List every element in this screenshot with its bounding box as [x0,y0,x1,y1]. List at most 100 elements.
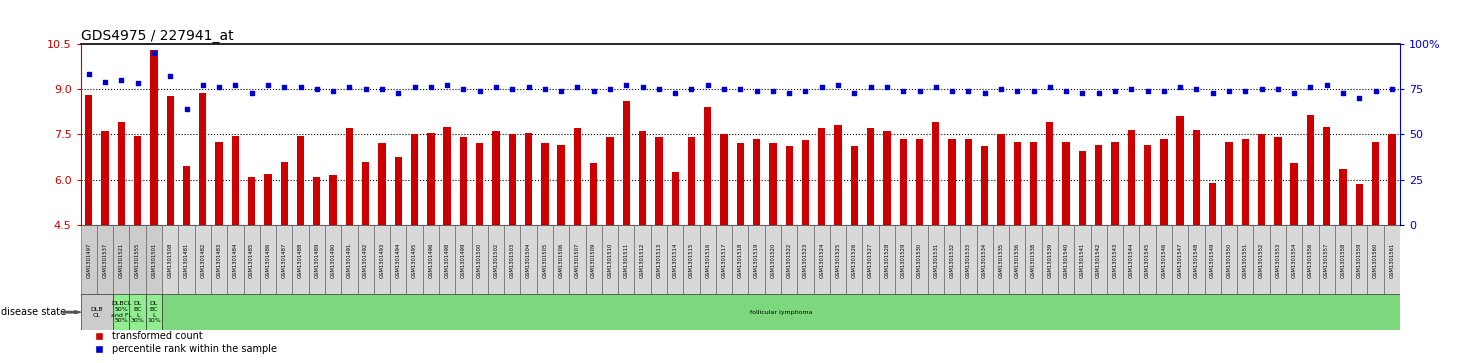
Bar [949,139,956,225]
Bar [113,225,129,296]
Point [1168,84,1192,90]
Text: GSM1301548: GSM1301548 [1193,243,1199,278]
Point [484,84,507,90]
Point [110,77,133,83]
Point [811,84,834,90]
Bar [1253,225,1270,296]
Text: GSM1301509: GSM1301509 [591,243,597,278]
Point [745,88,768,94]
Point [712,86,736,92]
Bar [199,94,207,225]
Text: GSM1301488: GSM1301488 [298,243,303,278]
Text: GSM1301537: GSM1301537 [103,243,107,278]
Bar [862,225,878,296]
Bar [472,225,488,296]
Point [500,86,523,92]
Point [94,79,117,85]
Bar [410,134,418,225]
Text: GSM1301511: GSM1301511 [625,243,629,278]
Text: GSM1301496: GSM1301496 [428,243,434,278]
Text: GSM1301492: GSM1301492 [364,243,368,278]
Bar [699,225,715,296]
Point [1086,90,1110,95]
Text: GSM1301526: GSM1301526 [852,243,856,278]
Point [534,86,557,92]
Text: GSM1301487: GSM1301487 [281,243,287,278]
Bar [965,139,972,225]
Text: DL
BC
L
30%: DL BC L 30% [130,301,145,323]
Text: GSM1301531: GSM1301531 [934,243,938,278]
Point [321,88,345,94]
Point [1299,84,1322,90]
Point [924,84,947,90]
Bar [715,225,732,296]
Point [387,90,410,95]
Bar [179,225,195,296]
Bar [378,143,386,225]
Bar [603,225,619,296]
Bar [183,166,191,225]
Bar [655,137,663,225]
Bar [1242,139,1249,225]
Text: GSM1301514: GSM1301514 [673,243,677,278]
Bar [1079,151,1086,225]
Text: GSM1301494: GSM1301494 [396,243,400,278]
Text: GSM1301523: GSM1301523 [803,243,808,278]
Bar [81,225,97,296]
Bar [1340,169,1347,225]
Text: GSM1301495: GSM1301495 [412,243,416,278]
Point [240,90,264,95]
Bar [569,225,585,296]
Point [1233,88,1256,94]
Text: GSM1301560: GSM1301560 [1374,243,1378,278]
Text: GSM1301550: GSM1301550 [1227,243,1231,278]
Bar [443,127,452,225]
Bar [981,146,988,225]
Point [78,72,101,77]
Bar [557,145,564,225]
Text: GSM1301539: GSM1301539 [1047,243,1053,278]
Bar [276,225,292,296]
Text: GSM1301547: GSM1301547 [1177,243,1183,278]
Bar [1111,142,1119,225]
Bar [553,225,569,296]
Point [875,84,899,90]
Point [273,84,296,90]
Point [664,90,688,95]
Bar [133,136,141,225]
Bar [589,163,598,225]
Bar [704,107,711,225]
Bar [422,225,438,296]
Bar [683,225,699,296]
Text: GSM1301541: GSM1301541 [1080,243,1085,278]
Bar [113,294,129,330]
Text: GSM1301529: GSM1301529 [900,243,906,278]
Bar [976,225,992,296]
Text: GSM1301518: GSM1301518 [737,243,743,278]
Bar [520,225,537,296]
Text: GSM1301486: GSM1301486 [265,243,270,278]
Point [1120,86,1143,92]
Point [1283,90,1306,95]
Bar [818,128,825,225]
Text: GSM1301489: GSM1301489 [314,243,320,278]
Bar [1237,225,1253,296]
Bar [145,225,163,296]
Bar [1193,130,1201,225]
Point [827,82,850,88]
Point [1217,88,1240,94]
Point [1136,88,1160,94]
Bar [850,146,858,225]
Text: GSM1301506: GSM1301506 [559,243,563,278]
Point [305,86,328,92]
Text: GSM1301535: GSM1301535 [998,243,1003,278]
Bar [912,225,928,296]
Text: GSM1301500: GSM1301500 [478,243,482,278]
Bar [720,134,727,225]
Bar [900,139,907,225]
Text: GSM1301524: GSM1301524 [819,243,824,278]
Point [777,90,800,95]
Point [957,88,981,94]
Point [191,82,214,88]
Bar [476,143,484,225]
